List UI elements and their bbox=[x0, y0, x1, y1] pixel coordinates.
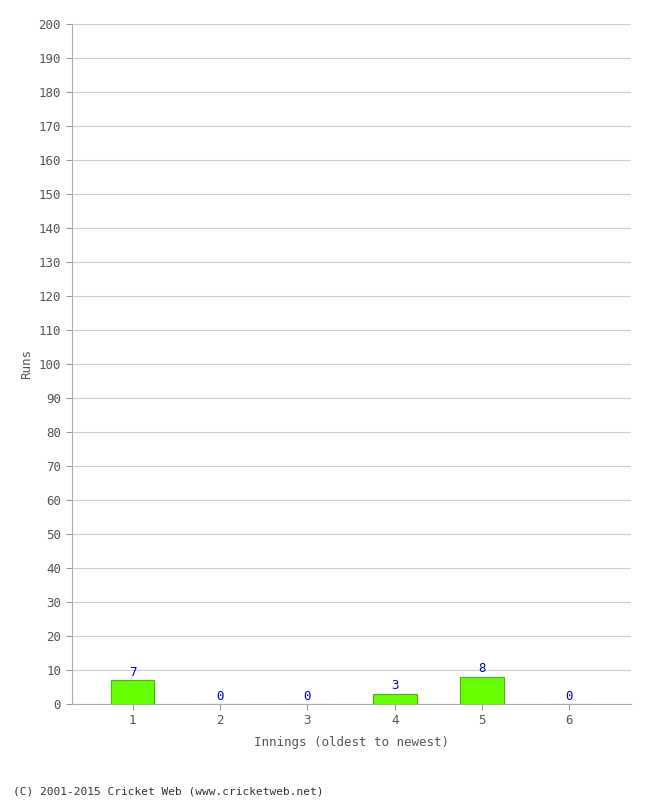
X-axis label: Innings (oldest to newest): Innings (oldest to newest) bbox=[254, 736, 448, 749]
Bar bbox=[111, 680, 155, 704]
Text: 3: 3 bbox=[391, 679, 398, 693]
Text: 7: 7 bbox=[129, 666, 136, 679]
Text: 0: 0 bbox=[566, 690, 573, 702]
Text: (C) 2001-2015 Cricket Web (www.cricketweb.net): (C) 2001-2015 Cricket Web (www.cricketwe… bbox=[13, 786, 324, 796]
Text: 0: 0 bbox=[216, 690, 224, 702]
Bar bbox=[373, 694, 417, 704]
Text: 0: 0 bbox=[304, 690, 311, 702]
Text: 8: 8 bbox=[478, 662, 486, 675]
Y-axis label: Runs: Runs bbox=[20, 349, 33, 379]
Bar bbox=[460, 677, 504, 704]
